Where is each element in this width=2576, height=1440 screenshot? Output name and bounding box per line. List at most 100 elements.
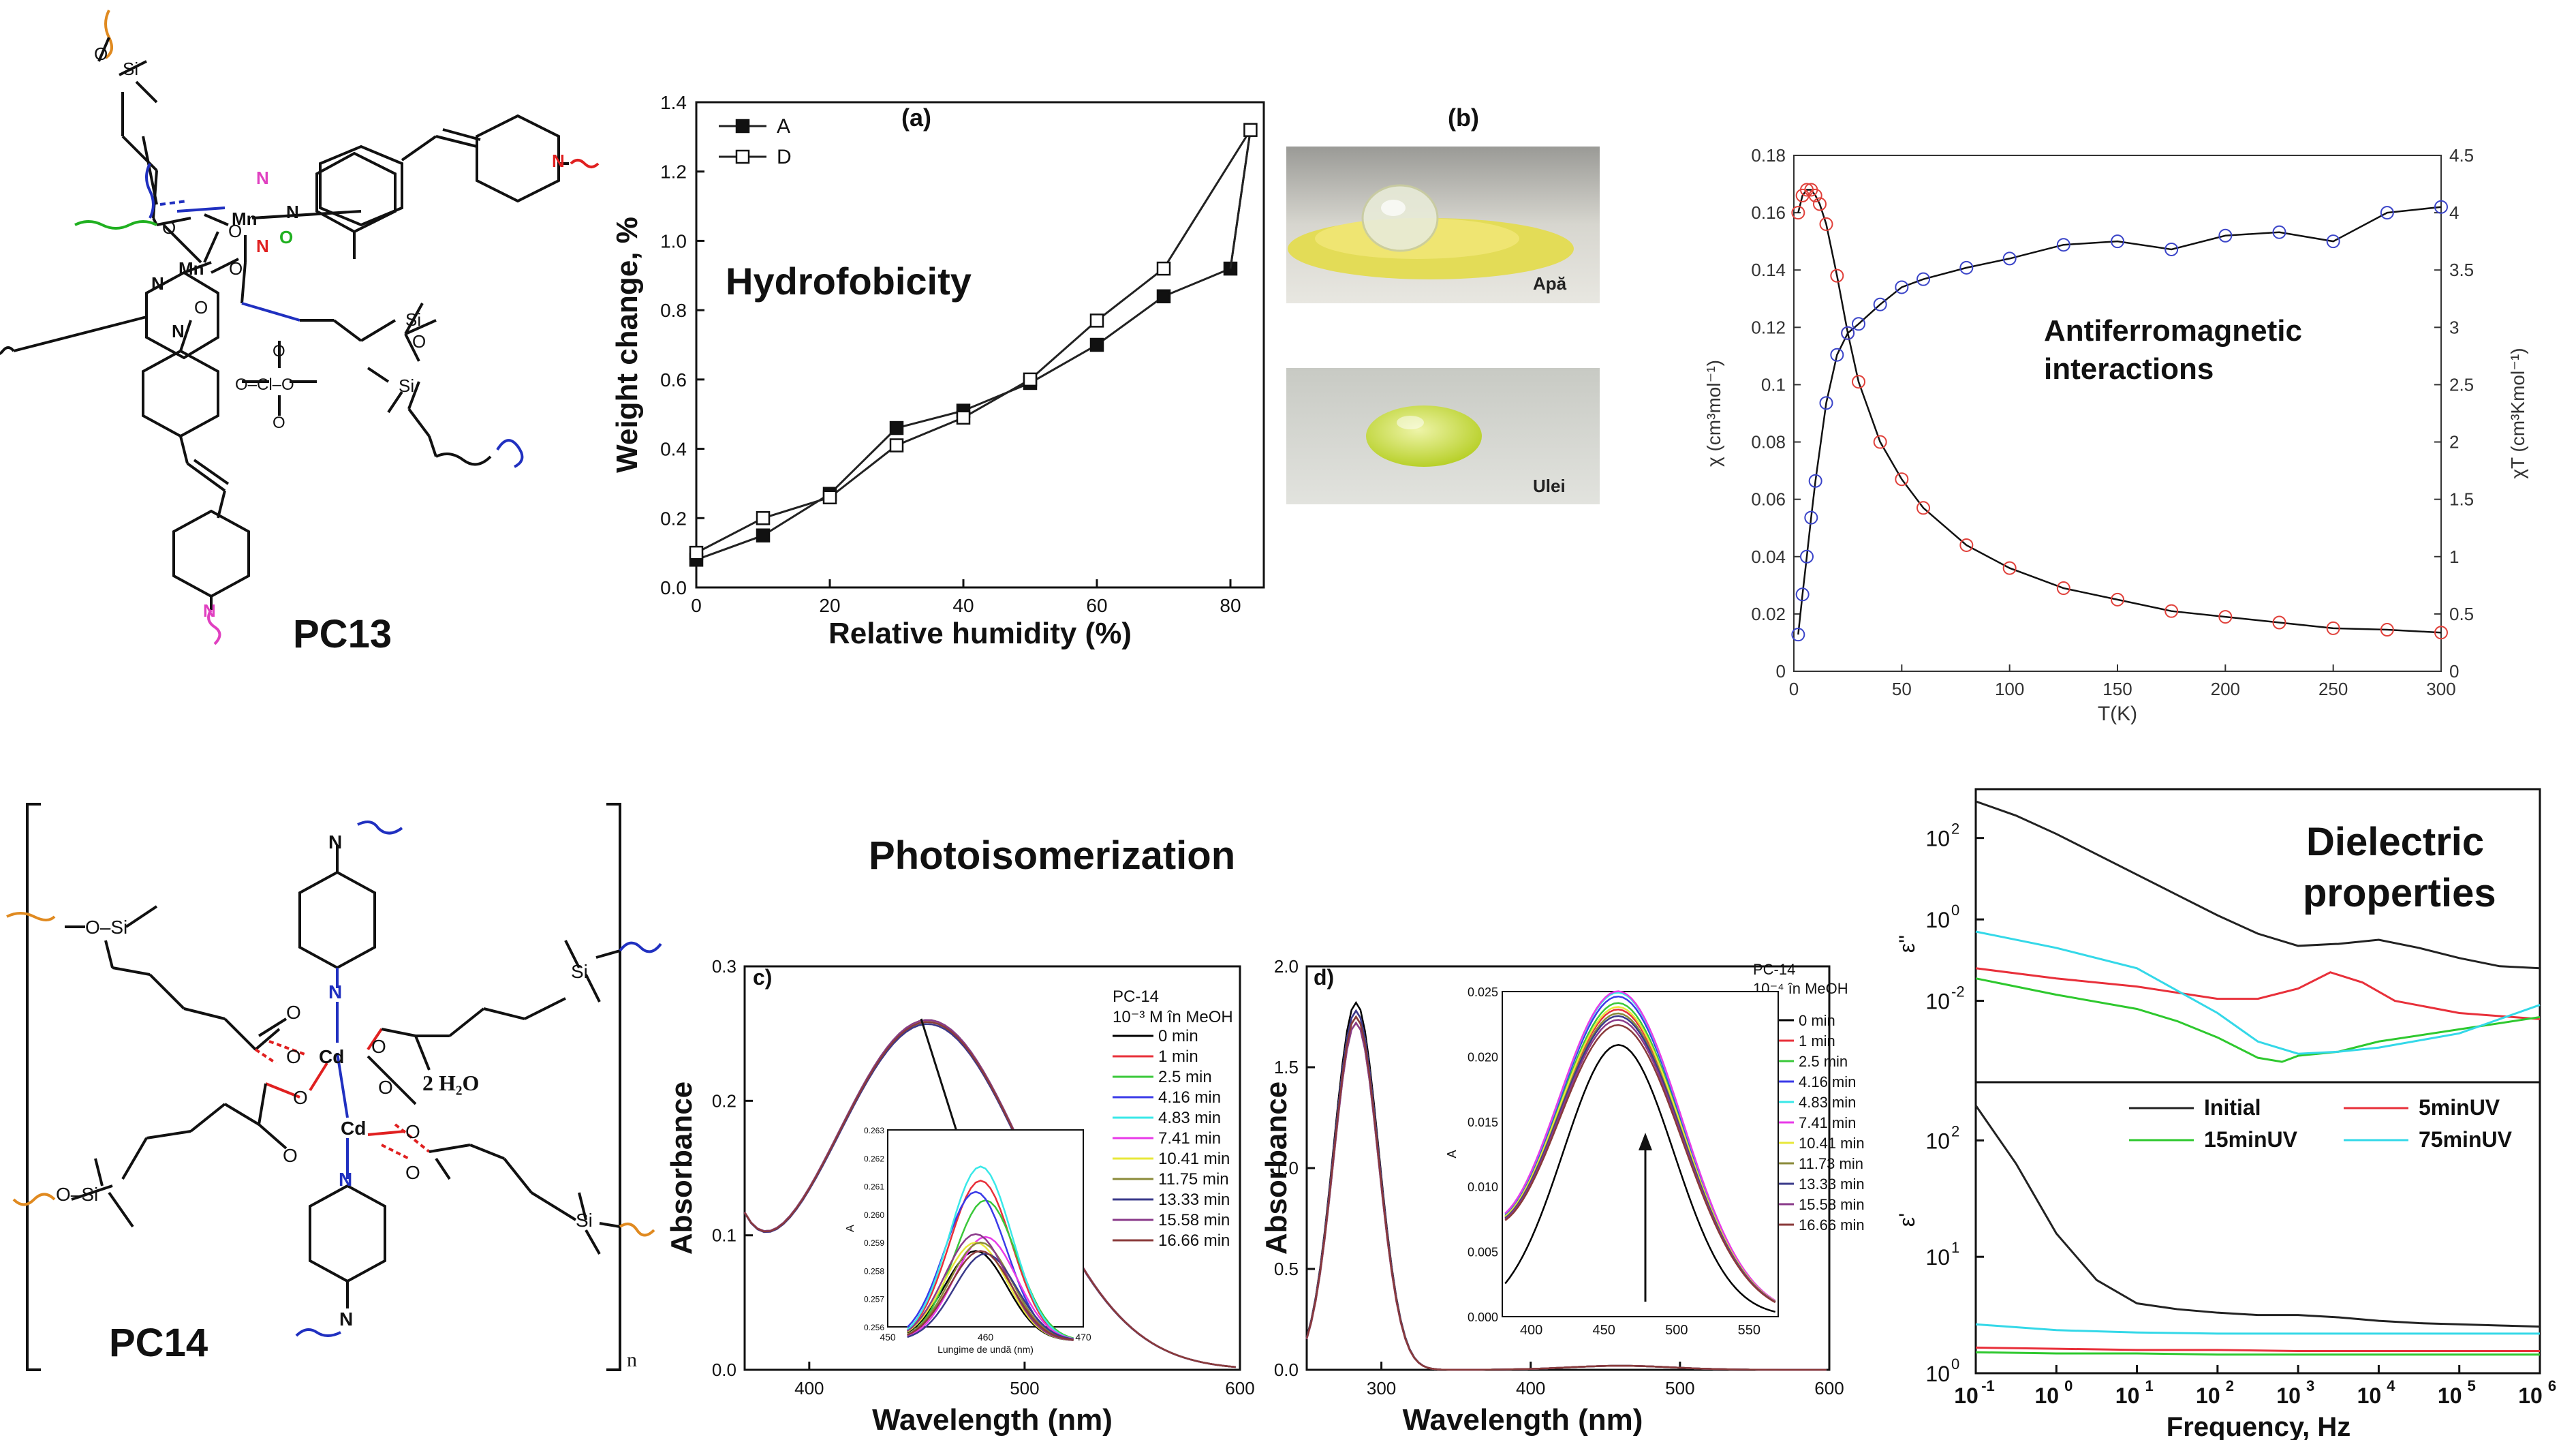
magnetic-y-left-tick-label: 0.18 [1751, 145, 1786, 166]
magnetic-point-right [2056, 238, 2070, 252]
uv-c-curve-10 [743, 1021, 1236, 1368]
uv-c-legend-label-7: 11.75 min [1158, 1170, 1229, 1189]
uv-d-legend-label-4: 4.83 min [1799, 1094, 1856, 1111]
magnetic-point-right [1804, 510, 1818, 525]
uv-c-inset-y-tick-label: 0.262 [864, 1154, 884, 1163]
pc13-o-1: O [162, 217, 176, 238]
humidity-point-D [822, 490, 837, 505]
magnetic-y-right-title: χT (cm³Kmol⁻¹) [2507, 348, 2528, 478]
uv-d-x-tick-label: 400 [1516, 1378, 1545, 1398]
uv-d-y-tick-label: 1.5 [1274, 1057, 1299, 1077]
chart-uv-d: 300 400 500 600 0.0 0.5 1.0 1.5 2.0 Wavelength (n… [1260, 956, 1865, 1437]
uv-c-panel-label: c) [753, 965, 772, 990]
humidity-point-D [1243, 123, 1258, 137]
chart-magnetic: 0 50 100 150 200 250 30000.020.040.060.080.10.… [1703, 145, 2528, 725]
magnetic-point-left [1959, 538, 1974, 552]
uv-d-x-tick-label: 500 [1665, 1378, 1694, 1398]
uv-d-inset-x-tick-label: 450 [1593, 1323, 1615, 1338]
magnetic-y-left-tick-label: 0.04 [1751, 547, 1786, 567]
magnetic-point-right [1791, 628, 1805, 642]
pc13-mn-1: Mn [232, 209, 258, 229]
magnetic-point-right [2164, 242, 2179, 256]
magnetic-point-left [2380, 623, 2394, 637]
magnetic-y-left-tick-label: 0.06 [1751, 489, 1786, 510]
pc13-atom-labels: Si O O O Mn Mn O O N N O N N N N Si O Si… [94, 44, 565, 621]
magnetic-x-tick-label: 100 [1995, 679, 2024, 699]
magnetic-point-left [2164, 604, 2179, 618]
humidity-panel-label: (a) [901, 104, 931, 132]
magnetic-y-left-tick-label: 0.12 [1751, 317, 1786, 337]
dielectric-x-tick-exponent: 3 [2306, 1377, 2314, 1394]
heading-hydrofobicity: Hydrofobicity [726, 260, 972, 303]
uv-c-inset-curve-1 [906, 1179, 1074, 1340]
magnetic-point-left [2056, 581, 2070, 596]
humidity-y-tick-label: 0.6 [660, 369, 687, 390]
humidity-point-D [1089, 313, 1104, 328]
magnetic-point-right [2111, 234, 2124, 249]
humidity-y-tick-label: 0.8 [660, 300, 687, 321]
uv-c-x-tick-label: 400 [794, 1378, 824, 1398]
pc13-n-right-end: N [552, 151, 565, 171]
uv-d-y-tick-label: 0.5 [1274, 1259, 1299, 1279]
photo-water: Apă [1286, 147, 1600, 303]
magnetic-y-right-tick-label: 2.5 [2449, 374, 2474, 395]
uv-d-y-tick-label: 0.0 [1274, 1360, 1299, 1380]
pc14-o-8: O [405, 1162, 420, 1183]
dielectric-x-tick-label: 10 [2357, 1383, 2382, 1408]
magnetic-y-left-tick-label: 0.08 [1751, 432, 1786, 453]
magnetic-x-tick-label: 150 [2102, 679, 2132, 699]
dielectric-bottom-y-tick-exponent: 2 [1951, 1122, 1959, 1139]
uv-c-legend-label-8: 13.33 min [1158, 1191, 1230, 1209]
humidity-y-axis-title: Weight change, % [610, 217, 644, 473]
humidity-legend-label-A: A [777, 115, 790, 138]
uv-d-inset-x-tick-label: 550 [1738, 1323, 1760, 1338]
pc13-o-mid: O [412, 331, 426, 352]
magnetic-point-right [1819, 396, 1833, 410]
uv-c-inset-y-tick-label: 0.259 [864, 1238, 884, 1248]
dielectric-legend-label-3: 75minUV [2419, 1127, 2513, 1152]
dielectric-bottom-frame [1974, 1081, 2541, 1375]
magnetic-point-right [1873, 297, 1887, 311]
dielectric-bottom-curve-1 [1975, 1346, 2540, 1353]
humidity-point-A [1156, 289, 1171, 304]
magnetic-point-left [1917, 501, 1930, 515]
magnetic-point-left [2002, 561, 2017, 575]
pc14-water: 2 H₂O [422, 1071, 479, 1095]
pc14-label: PC14 [109, 1321, 208, 1365]
uv-d-curve-10 [1305, 1015, 1827, 1371]
magnetic-point-left [2218, 610, 2233, 624]
humidity-y-tick-label: 1.4 [660, 92, 687, 113]
humidity-legend-marker-D [735, 149, 750, 164]
pc14-o-6: O [283, 1145, 298, 1166]
uv-d-inset-y-tick-label: 0.005 [1468, 1246, 1498, 1259]
pc13-n-ring-right: N [286, 202, 299, 222]
magnetic-y-left-title: χ (cm³mol⁻¹) [1703, 360, 1724, 467]
magnetic-y-left-tick-label: 0.1 [1761, 374, 1786, 395]
dielectric-legend-label-0: Initial [2204, 1095, 2261, 1120]
dielectric-top-curve-1 [1975, 967, 2541, 1020]
pc14-atom-labels: N N Cd Cd N N O–Si Si O–Si Si O O O O O … [56, 831, 593, 1330]
uv-d-inset-x-tick-label: 400 [1520, 1323, 1542, 1338]
pc13-n-down: N [172, 321, 185, 341]
pc14-o-7: O [405, 1121, 420, 1142]
pc13-label: PC13 [293, 612, 392, 656]
pc14-o-4: O [378, 1077, 393, 1098]
uv-d-legend-label-5: 7.41 min [1799, 1114, 1856, 1131]
humidity-point-A [756, 528, 771, 542]
pc13-n-bottom: N [203, 600, 216, 621]
dielectric-top-y-tick-exponent: -2 [1951, 983, 1965, 1000]
uv-d-arrow-head [1639, 1133, 1652, 1150]
uv-c-inset-curve-4 [906, 1165, 1074, 1340]
uv-d-y-tick-label: 2.0 [1274, 956, 1299, 977]
heading-photoisomerization: Photoisomerization [869, 833, 1235, 878]
magnetic-x-tick-label: 50 [1892, 679, 1912, 699]
magnetic-y-right-tick-label: 2 [2449, 432, 2459, 453]
dielectric-x-tick-exponent: 5 [2468, 1377, 2476, 1394]
magnetic-y-right-tick-label: 1 [2449, 547, 2459, 567]
uv-d-legend-label-8: 13.33 min [1799, 1176, 1865, 1193]
uv-c-inset-y-tick-label: 0.258 [864, 1266, 884, 1276]
magnetic-point-left [1852, 375, 1865, 389]
chart-uv-c: 400 500 600 0.0 0.1 0.2 0.3 Wavelength (nm) Abso… [665, 956, 1255, 1437]
humidity-x-tick-label: 20 [819, 595, 840, 616]
pc14-o-5: O [293, 1087, 308, 1108]
